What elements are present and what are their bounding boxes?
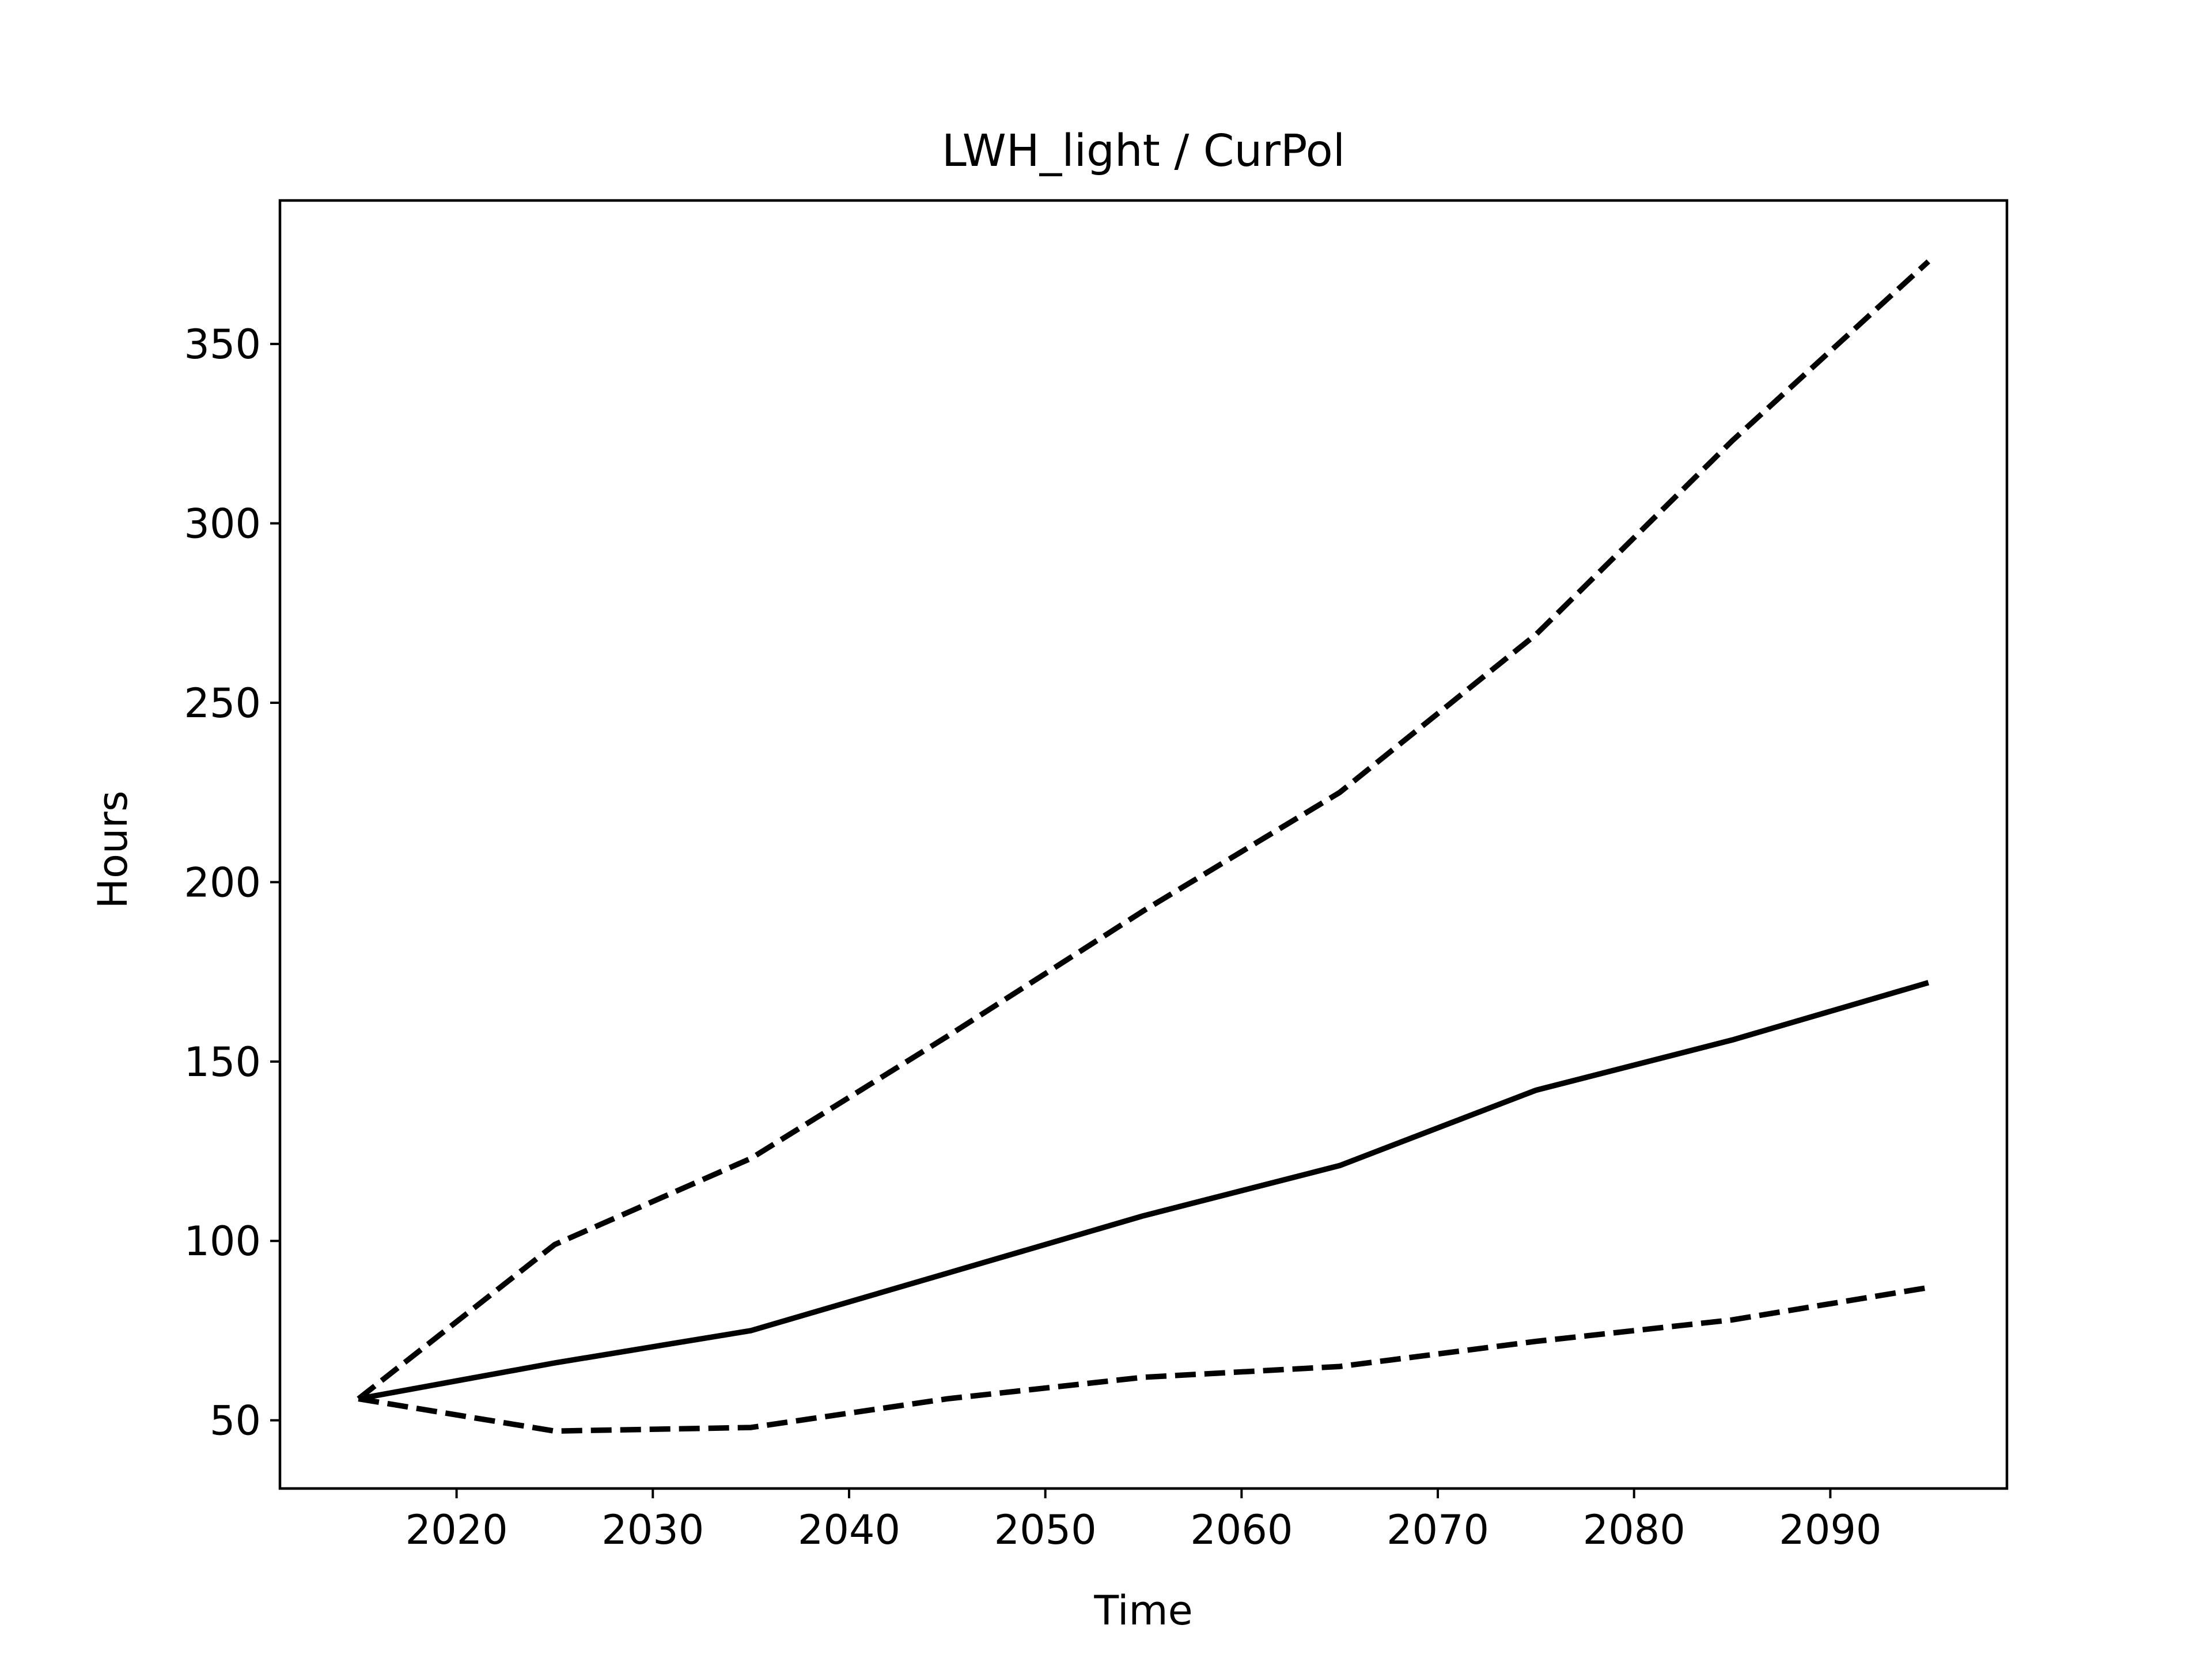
series-line-upper-dashed [357,259,1930,1402]
plot-frame [278,199,2009,1490]
x-axis-label: Time [1093,1587,1192,1634]
x-tick-label: 2020 [406,1506,508,1554]
y-tick-label: 250 [184,680,261,727]
x-tick-label: 2040 [798,1506,900,1554]
y-tick-label: 200 [184,859,261,906]
x-tick-label: 2080 [1583,1506,1685,1554]
y-axis-label: Hours [89,790,137,908]
x-tick-label: 2050 [994,1506,1097,1554]
x-tick-label: 2090 [1779,1506,1881,1554]
y-tick-label: 300 [184,501,261,548]
series-line-solid [358,980,1930,1402]
y-tick-label: 50 [210,1397,261,1445]
plot-area [357,259,1930,1434]
y-tick-label: 150 [184,1039,261,1086]
chart-title: LWH_light / CurPol [942,126,1345,177]
y-tick-label: 350 [184,321,261,368]
x-tick-label: 2030 [601,1506,704,1554]
x-tick-label: 2060 [1190,1506,1293,1554]
y-tick-label: 100 [184,1218,261,1265]
x-tick-label: 2070 [1387,1506,1489,1554]
